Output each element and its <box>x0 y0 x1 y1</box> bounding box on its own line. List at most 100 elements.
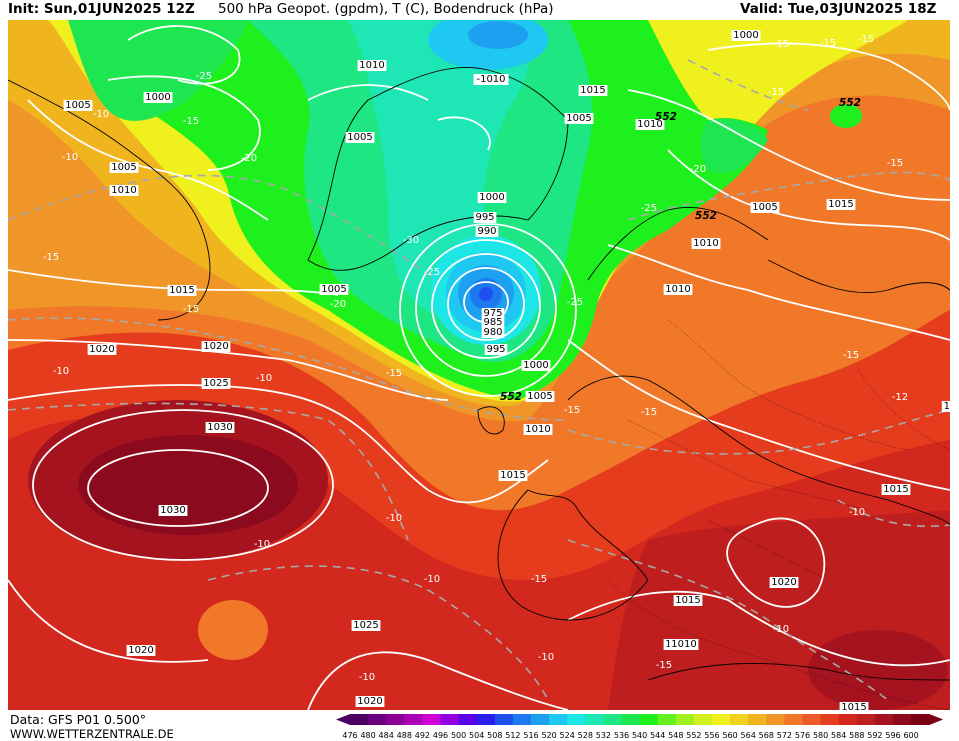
colorbar-swatch <box>585 714 604 725</box>
temperature-label: -15 <box>887 158 903 169</box>
colorbar-tick-label: 492 <box>415 731 430 740</box>
pressure-label-box <box>87 344 117 355</box>
pressure-label: 1020 <box>128 645 153 656</box>
pressure-label: 1010 <box>671 639 696 650</box>
colorbar-tick-label: 508 <box>487 731 502 740</box>
height-band-516 <box>468 21 528 49</box>
pressure-label: 1015 <box>500 470 525 481</box>
colorbar-tick-label: 484 <box>379 731 394 740</box>
temperature-label: -15 <box>773 39 789 50</box>
colorbar-swatch <box>802 714 822 725</box>
temperature-label: -15 <box>843 350 859 361</box>
pressure-label: 1010 <box>525 424 550 435</box>
pressure-label: 1005 <box>321 284 346 295</box>
pressure-label-box <box>477 192 507 203</box>
data-source: Data: GFS P01 0.500° <box>10 712 147 727</box>
colorbar-tick-label: 516 <box>523 731 538 740</box>
colorbar-swatch <box>766 714 785 725</box>
colorbar-swatch <box>730 714 749 725</box>
temperature-label: -15 <box>768 87 784 98</box>
colorbar-swatch <box>838 714 858 725</box>
temperature-label: -25 <box>641 203 657 214</box>
colorbar-swatch <box>404 714 423 725</box>
colorbar-swatch <box>494 714 514 725</box>
pressure-label: 980 <box>483 327 502 338</box>
temperature-label: -25 <box>424 267 440 278</box>
colorbar-swatch <box>603 714 622 725</box>
pressure-label: 1030 <box>207 422 232 433</box>
pressure-label: 1005 <box>111 162 136 173</box>
colorbar-swatch <box>911 714 930 725</box>
pressure-label-box <box>63 100 93 111</box>
temperature-label: -10 <box>424 574 440 585</box>
pressure-label-box <box>143 92 173 103</box>
colorbar-swatch <box>512 714 532 725</box>
colorbar-swatch <box>693 714 713 725</box>
pressure-label: 1000 <box>523 360 548 371</box>
temperature-label: -10 <box>62 152 78 163</box>
temperature-label: -10 <box>256 373 272 384</box>
pressure-label: 1000 <box>479 192 504 203</box>
pressure-label-box <box>839 702 869 710</box>
colorbar-swatch <box>712 714 731 725</box>
pressure-label: 1020 <box>357 696 382 707</box>
temperature-label: -10 <box>773 624 789 635</box>
pressure-label: 1000 <box>733 30 758 41</box>
colorbar-tick-label: 580 <box>813 731 828 740</box>
temperature-label: -30 <box>403 235 419 246</box>
colorbar-tick-label: 520 <box>541 731 556 740</box>
valid-time: Valid: Tue,03JUN2025 18Z <box>740 1 937 17</box>
colorbar-swatch <box>567 714 586 725</box>
pressure-label: 1020 <box>771 577 796 588</box>
pressure-label-box <box>750 202 780 213</box>
pressure-label: 990 <box>477 226 496 237</box>
colorbar-tick-label: 504 <box>469 731 484 740</box>
pressure-label-box <box>351 620 381 631</box>
pressure-label-box <box>635 119 665 130</box>
pressure-labels: 1010100010051000100510101005-10101015100… <box>63 30 950 710</box>
pressure-label: 1030 <box>160 505 185 516</box>
colorbar-tick-label: 588 <box>849 731 864 740</box>
pressure-label-box <box>673 595 703 606</box>
pressure-label-box <box>481 327 505 338</box>
map-title: 500 hPa Geopot. (gpdm), T (C), Bodendruc… <box>218 1 554 17</box>
pressure-label-box <box>345 132 375 143</box>
colorbar: 476 480 484 488 492 496 500 504 508 512 516 520 524 5… <box>336 714 944 740</box>
pressure-label: 1010 <box>359 60 384 71</box>
pressure-label-box <box>473 74 509 85</box>
colorbar-tick-label: 600 <box>903 731 918 740</box>
pressure-label: 1005 <box>752 202 777 213</box>
pressure-label-box <box>319 284 349 295</box>
pressure-label: 1020 <box>89 344 114 355</box>
pressure-label: 985 <box>483 317 502 328</box>
temperature-label: -20 <box>690 164 706 175</box>
pressure-label-box <box>126 645 156 656</box>
temperature-label: -12 <box>892 392 908 403</box>
colorbar-swatch <box>784 714 803 725</box>
canaries-patch <box>198 600 268 660</box>
pressure-label-box <box>578 85 608 96</box>
pressure-label: 1025 <box>353 620 378 631</box>
temperature-label: -15 <box>531 574 547 585</box>
temperature-label: -15 <box>641 407 657 418</box>
temperature-label: -15 <box>43 252 59 263</box>
pressure-label: 1010 <box>665 284 690 295</box>
colorbar-tick-label: 568 <box>759 731 774 740</box>
pressure-label: 1025 <box>203 378 228 389</box>
pressure-label-box <box>769 577 799 588</box>
colorbar-tick-label: 560 <box>722 731 737 740</box>
pressure-label-box <box>498 470 528 481</box>
scandinavia-lobe <box>700 118 768 174</box>
temperature-label: -10 <box>53 366 69 377</box>
temperature-label: -10 <box>359 672 375 683</box>
colorbar-tick-label: 496 <box>433 731 448 740</box>
colorbar-tick-label: 576 <box>795 731 810 740</box>
colorbar-tick-label: 596 <box>885 731 900 740</box>
colorbar-swatch <box>856 714 876 725</box>
pressure-label-box <box>167 285 197 296</box>
temperature-label: -10 <box>386 513 402 524</box>
colorbar-tick-label: 536 <box>614 731 629 740</box>
pressure-label: 1015 <box>883 484 908 495</box>
colorbar-tick-label: 488 <box>397 731 412 740</box>
height-label: 552 <box>500 391 522 403</box>
